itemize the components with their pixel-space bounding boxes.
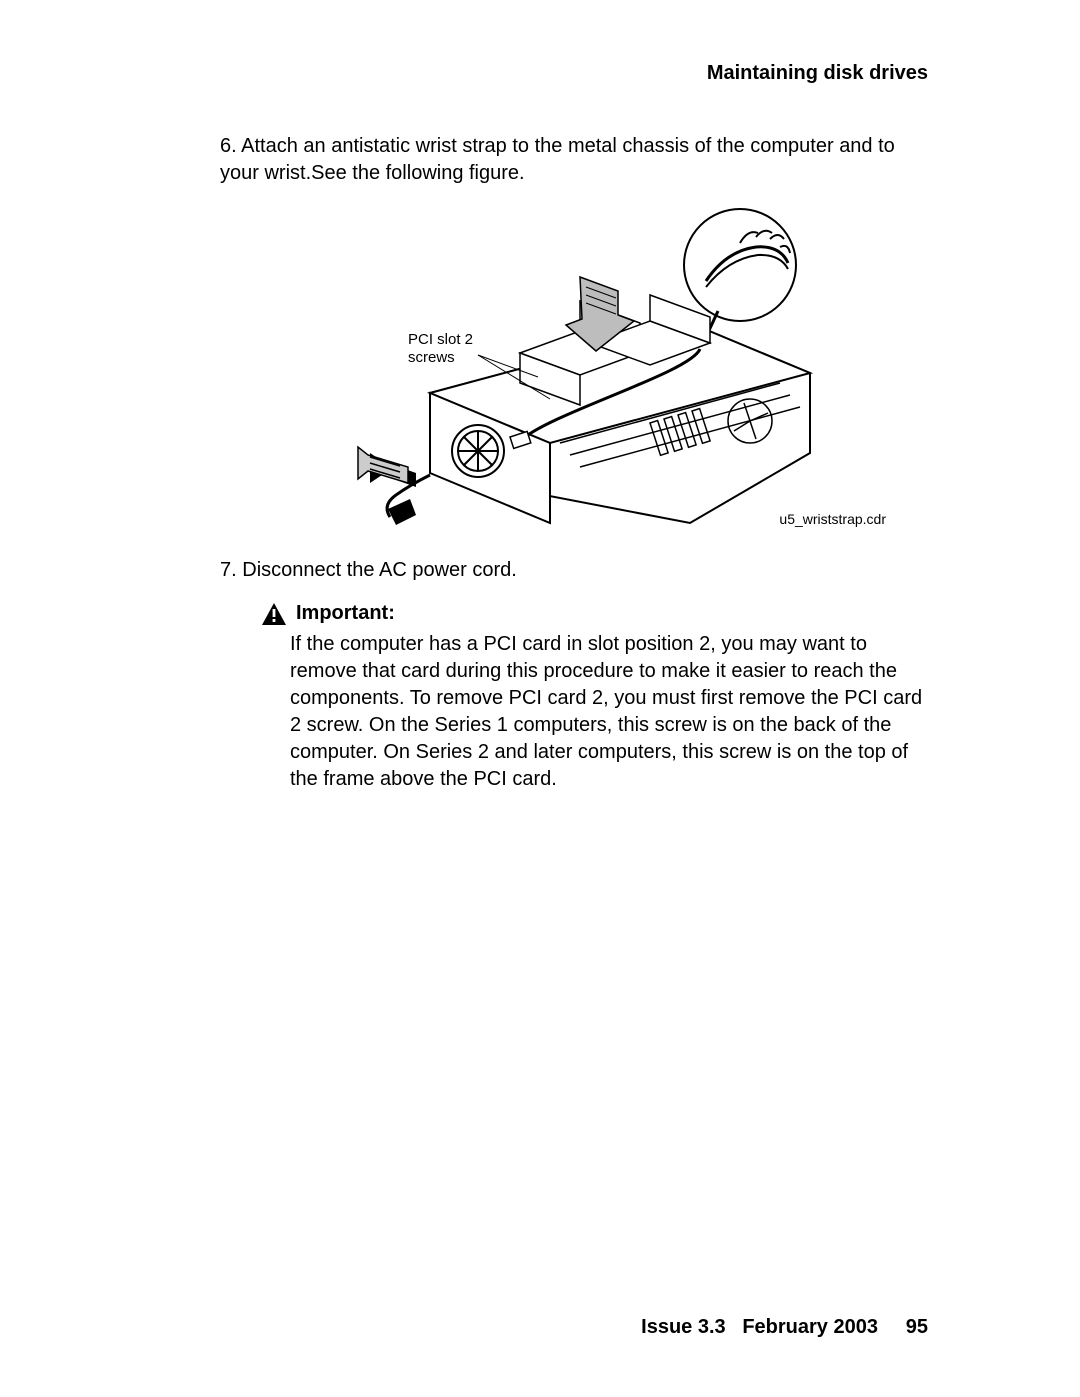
- step-7-text: Disconnect the AC power cord.: [242, 559, 517, 581]
- pci-slot-label-line2: screws: [408, 349, 473, 367]
- figure-filename: u5_wriststrap.cdr: [779, 511, 886, 527]
- warning-icon: [262, 603, 286, 625]
- page-footer: Issue 3.3 February 2003 95: [641, 1316, 928, 1339]
- step-6-number: 6.: [220, 135, 241, 157]
- pci-slot-label-line1: PCI slot 2: [408, 331, 473, 349]
- wriststrap-illustration: [220, 203, 928, 543]
- step-7-number: 7.: [220, 559, 242, 581]
- section-header: Maintaining disk drives: [220, 62, 928, 85]
- important-heading-row: Important:: [262, 602, 928, 625]
- step-6: 6. Attach an antistatic wrist strap to t…: [220, 133, 928, 187]
- important-body: If the computer has a PCI card in slot p…: [290, 631, 928, 793]
- step-6-text: Attach an antistatic wrist strap to the …: [220, 135, 895, 184]
- figure: PCI slot 2 screws u5_wriststrap.cdr: [220, 203, 928, 543]
- pci-slot-label: PCI slot 2 screws: [408, 331, 473, 367]
- page: Maintaining disk drives 6. Attach an ant…: [0, 0, 1080, 1397]
- step-7: 7. Disconnect the AC power cord.: [220, 557, 928, 584]
- important-label: Important:: [296, 602, 395, 625]
